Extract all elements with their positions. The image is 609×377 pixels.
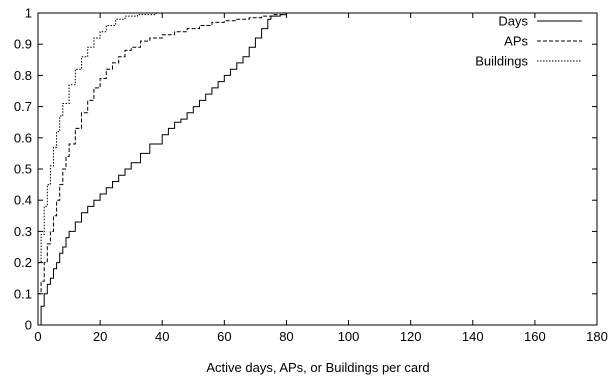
x-tick-label: 140 bbox=[462, 329, 484, 344]
series-group bbox=[37, 12, 538, 325]
series-line-aps bbox=[37, 12, 538, 325]
legend-label-days: Days bbox=[498, 14, 528, 29]
x-tick-label: 120 bbox=[400, 329, 422, 344]
y-tick-label: 0.9 bbox=[14, 37, 32, 52]
legend-label-aps: APs bbox=[504, 34, 528, 49]
x-tick-label: 180 bbox=[586, 329, 608, 344]
y-tick-label: 0.8 bbox=[14, 68, 32, 83]
series-line-buildings bbox=[37, 12, 538, 325]
y-tick-label: 0.2 bbox=[14, 255, 32, 270]
y-tick-label: 1 bbox=[25, 6, 32, 21]
x-axis-label: Active days, APs, or Buildings per card bbox=[206, 360, 429, 375]
series-line-days bbox=[40, 12, 538, 325]
x-tick-label: 160 bbox=[524, 329, 546, 344]
x-axis: 0 20 40 60 80 100 120 140 160 180 bbox=[34, 13, 608, 344]
x-tick-label: 40 bbox=[155, 329, 169, 344]
y-tick-label: 0.5 bbox=[14, 162, 32, 177]
y-tick-label: 0.1 bbox=[14, 286, 32, 301]
y-tick-label: 0.4 bbox=[14, 193, 32, 208]
x-tick-label: 0 bbox=[34, 329, 41, 344]
y-tick-label: 0.6 bbox=[14, 130, 32, 145]
legend-label-buildings: Buildings bbox=[475, 54, 528, 69]
y-tick-label: 0.3 bbox=[14, 224, 32, 239]
x-tick-label: 20 bbox=[93, 329, 107, 344]
x-tick-label: 60 bbox=[217, 329, 231, 344]
legend: Days APs Buildings bbox=[475, 14, 582, 69]
x-tick-label: 80 bbox=[279, 329, 293, 344]
y-tick-label: 0 bbox=[25, 318, 32, 333]
y-tick-label: 0.7 bbox=[14, 99, 32, 114]
y-axis: 0 0.1 0.2 0.3 0.4 0.5 0.6 0.7 0.8 0.9 1 bbox=[14, 6, 597, 333]
x-tick-label: 100 bbox=[338, 329, 360, 344]
